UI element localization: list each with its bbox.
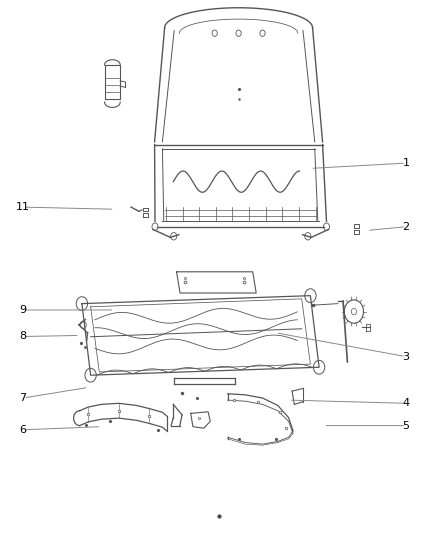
Text: 9: 9	[20, 305, 27, 315]
Text: 7: 7	[20, 393, 27, 403]
Text: 3: 3	[403, 352, 410, 361]
Text: 5: 5	[403, 421, 410, 431]
Text: 4: 4	[403, 398, 410, 408]
Text: 11: 11	[16, 202, 30, 212]
Text: 1: 1	[403, 158, 410, 168]
Text: 2: 2	[403, 222, 410, 232]
Text: 6: 6	[20, 425, 27, 435]
Text: 8: 8	[20, 332, 27, 342]
